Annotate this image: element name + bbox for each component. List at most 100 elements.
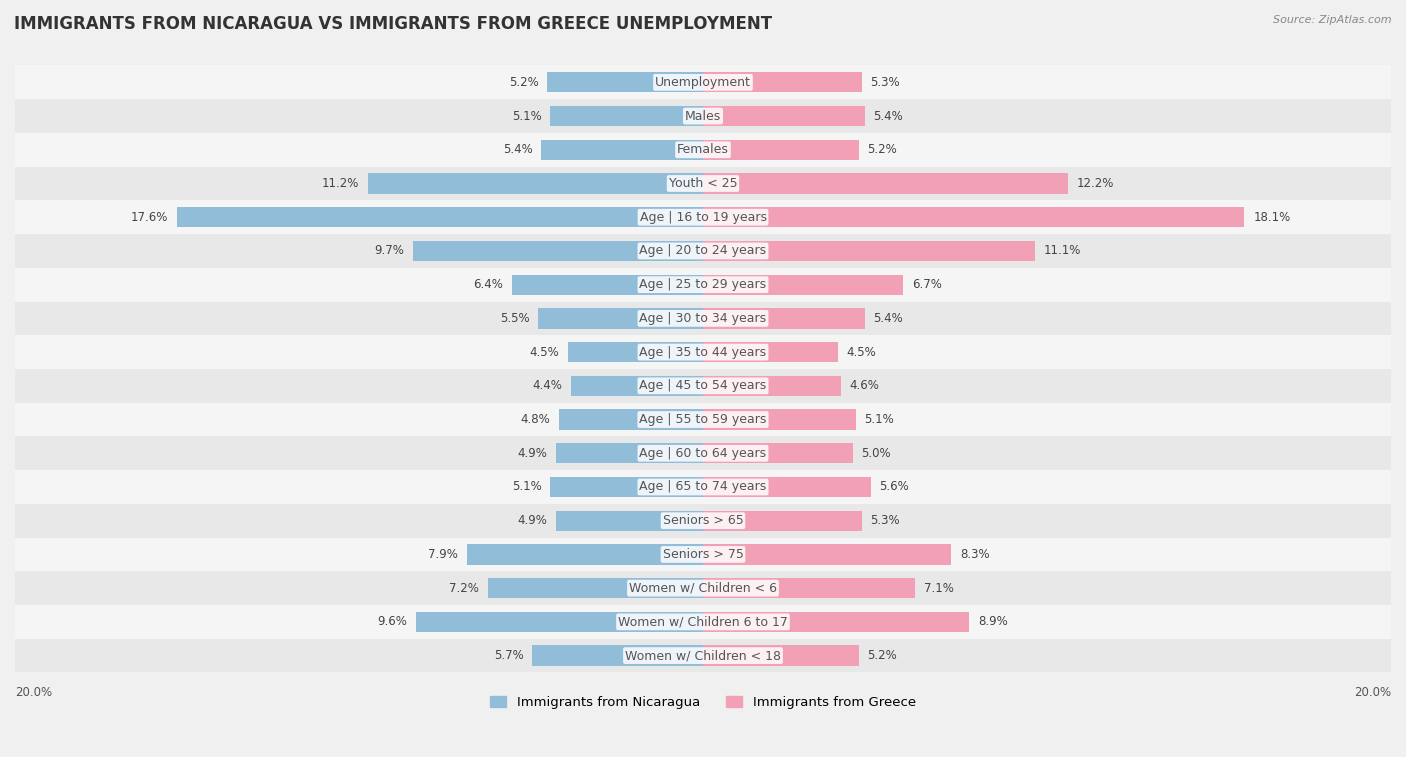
Text: 5.6%: 5.6% [880,481,910,494]
Bar [703,139,859,160]
Text: IMMIGRANTS FROM NICARAGUA VS IMMIGRANTS FROM GREECE UNEMPLOYMENT: IMMIGRANTS FROM NICARAGUA VS IMMIGRANTS … [14,15,772,33]
Text: 4.5%: 4.5% [530,346,560,359]
Text: Source: ZipAtlas.com: Source: ZipAtlas.com [1274,15,1392,25]
Bar [0,639,1406,672]
Text: 7.9%: 7.9% [427,548,458,561]
Text: Age | 25 to 29 years: Age | 25 to 29 years [640,278,766,291]
Bar [703,578,915,598]
Text: 5.2%: 5.2% [509,76,538,89]
Text: Males: Males [685,110,721,123]
Text: 4.6%: 4.6% [849,379,879,392]
Bar [0,605,1406,639]
Text: 17.6%: 17.6% [131,210,167,224]
Bar [0,301,1406,335]
Bar [0,234,1406,268]
Bar [703,275,904,294]
Text: 20.0%: 20.0% [1354,686,1391,699]
Text: 5.4%: 5.4% [873,110,903,123]
Bar [703,173,1069,194]
Text: Unemployment: Unemployment [655,76,751,89]
Text: 7.1%: 7.1% [924,581,955,595]
Bar [703,106,865,126]
Bar [550,477,703,497]
Bar [568,342,703,362]
Bar [413,241,703,261]
Text: Seniors > 65: Seniors > 65 [662,514,744,527]
Text: 5.0%: 5.0% [862,447,891,459]
Bar [368,173,703,194]
Bar [0,268,1406,301]
Bar [560,410,703,430]
Text: Women w/ Children 6 to 17: Women w/ Children 6 to 17 [619,615,787,628]
Bar [703,375,841,396]
Bar [538,308,703,329]
Text: 18.1%: 18.1% [1253,210,1291,224]
Text: Women w/ Children < 6: Women w/ Children < 6 [628,581,778,595]
Text: 5.5%: 5.5% [501,312,530,325]
Text: Age | 20 to 24 years: Age | 20 to 24 years [640,245,766,257]
Text: 5.7%: 5.7% [494,649,523,662]
Bar [0,537,1406,572]
Bar [703,207,1244,227]
Bar [0,470,1406,504]
Text: 11.1%: 11.1% [1045,245,1081,257]
Text: Age | 35 to 44 years: Age | 35 to 44 years [640,346,766,359]
Text: 5.1%: 5.1% [512,481,541,494]
Bar [0,201,1406,234]
Bar [0,335,1406,369]
Text: 12.2%: 12.2% [1077,177,1115,190]
Text: 4.9%: 4.9% [517,447,547,459]
Bar [0,436,1406,470]
Text: Age | 30 to 34 years: Age | 30 to 34 years [640,312,766,325]
Bar [0,369,1406,403]
Text: Age | 45 to 54 years: Age | 45 to 54 years [640,379,766,392]
Text: 9.6%: 9.6% [377,615,406,628]
Bar [703,342,838,362]
Text: 5.2%: 5.2% [868,143,897,156]
Bar [0,99,1406,133]
Text: 4.9%: 4.9% [517,514,547,527]
Bar [703,241,1035,261]
Text: 5.4%: 5.4% [873,312,903,325]
Text: 11.2%: 11.2% [322,177,359,190]
Bar [0,133,1406,167]
Bar [703,308,865,329]
Text: 8.9%: 8.9% [979,615,1008,628]
Text: 5.1%: 5.1% [865,413,894,426]
Text: 6.4%: 6.4% [472,278,502,291]
Bar [512,275,703,294]
Text: Youth < 25: Youth < 25 [669,177,737,190]
Bar [703,510,862,531]
Bar [703,544,952,565]
Text: 5.2%: 5.2% [868,649,897,662]
Bar [0,572,1406,605]
Bar [541,139,703,160]
Legend: Immigrants from Nicaragua, Immigrants from Greece: Immigrants from Nicaragua, Immigrants fr… [485,690,921,714]
Bar [557,443,703,463]
Bar [177,207,703,227]
Bar [488,578,703,598]
Text: 6.7%: 6.7% [912,278,942,291]
Text: Age | 60 to 64 years: Age | 60 to 64 years [640,447,766,459]
Text: Age | 55 to 59 years: Age | 55 to 59 years [640,413,766,426]
Text: 5.4%: 5.4% [503,143,533,156]
Bar [550,106,703,126]
Text: 5.3%: 5.3% [870,76,900,89]
Bar [416,612,703,632]
Text: Age | 16 to 19 years: Age | 16 to 19 years [640,210,766,224]
Text: 7.2%: 7.2% [449,581,478,595]
Text: 4.8%: 4.8% [520,413,550,426]
Text: Seniors > 75: Seniors > 75 [662,548,744,561]
Bar [703,443,852,463]
Bar [703,410,856,430]
Bar [571,375,703,396]
Text: Females: Females [678,143,728,156]
Bar [467,544,703,565]
Bar [703,477,870,497]
Text: 5.1%: 5.1% [512,110,541,123]
Bar [703,72,862,92]
Text: 9.7%: 9.7% [374,245,404,257]
Bar [557,510,703,531]
Bar [703,612,969,632]
Bar [703,646,859,665]
